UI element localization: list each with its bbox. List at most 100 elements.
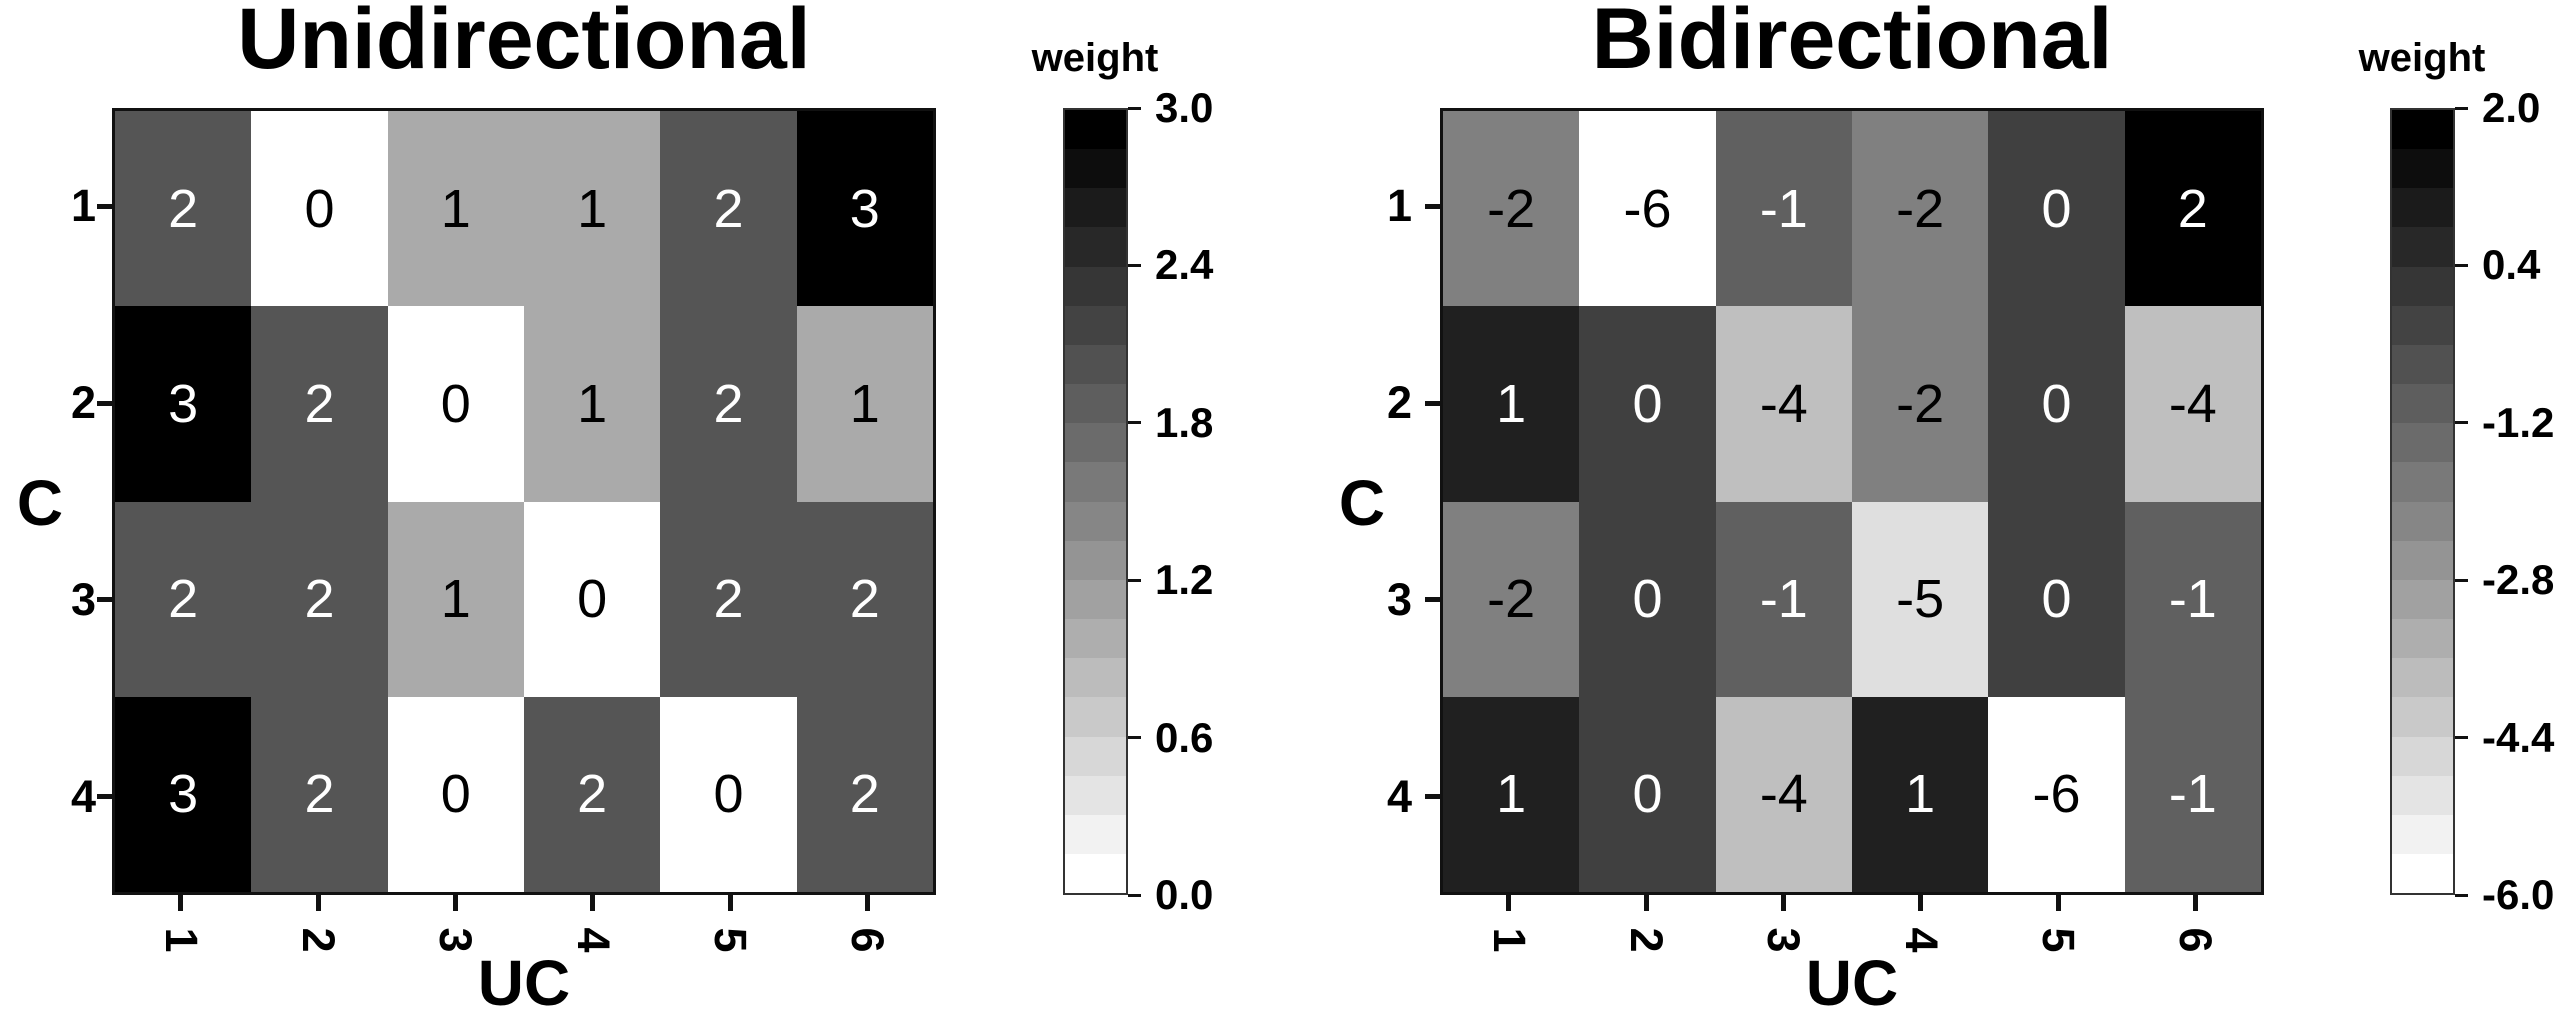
heatmap-cell: 2 <box>796 696 933 892</box>
colorbar-band <box>1065 658 1126 698</box>
y-axis-tick-label: 2 <box>70 377 96 429</box>
heatmap-cell: 1 <box>1443 306 1580 502</box>
y-axis-tick-label: 1 <box>1386 180 1412 232</box>
x-axis-label: UC <box>1805 947 1899 1019</box>
heatmap-cell: 2 <box>115 501 252 697</box>
colorbar-band <box>2392 149 2453 189</box>
colorbar-band <box>1065 266 1126 306</box>
heatmap-cell: -1 <box>2124 696 2261 892</box>
colorbar-band <box>1065 775 1126 815</box>
colorbar-band <box>1065 579 1126 620</box>
colorbar-band <box>1065 736 1126 776</box>
heatmap-cell: 1 <box>387 501 524 697</box>
heatmap-cell: 2 <box>660 111 797 307</box>
colorbar-band <box>1065 697 1126 737</box>
x-axis-label: UC <box>477 947 571 1019</box>
x-axis-tick-mark <box>2055 895 2061 911</box>
heatmap-cell: -4 <box>2124 306 2261 502</box>
colorbar-band <box>2392 501 2453 541</box>
colorbar-band <box>2392 697 2453 737</box>
y-axis-tick-mark <box>97 203 112 209</box>
colorbar-band <box>1065 540 1126 580</box>
heatmap-cell: 2 <box>660 306 797 502</box>
y-axis-tick-mark <box>1425 597 1440 603</box>
colorbar-tick-mark <box>2455 106 2468 110</box>
colorbar-title: weight <box>1031 36 1159 80</box>
x-axis-tick-label: 1 <box>1483 927 1535 953</box>
colorbar-band <box>2392 305 2453 345</box>
y-axis-label: C <box>16 467 64 539</box>
colorbar-tick-mark <box>1128 421 1141 425</box>
colorbar-band <box>1065 462 1126 502</box>
colorbar-tick-label: -4.4 <box>2482 713 2555 761</box>
heatmap-cell: -4 <box>1715 696 1852 892</box>
heatmap-cell: -2 <box>1851 111 1989 307</box>
heatmap-cell: 1 <box>523 306 661 502</box>
y-axis-tick-label: 2 <box>1386 377 1412 429</box>
colorbar-band <box>2392 775 2453 815</box>
x-axis-tick-label: 3 <box>1758 927 1810 953</box>
colorbar-tick-label: -6.0 <box>2482 871 2555 918</box>
heatmap-cell: -1 <box>1715 111 1852 307</box>
colorbar-gradient <box>2390 108 2455 895</box>
heatmap-cell: 1 <box>387 111 524 307</box>
colorbar-band <box>1065 110 1126 150</box>
heatmap-cell: 1 <box>523 111 661 307</box>
colorbar-tick-label: 1.8 <box>1155 398 1214 446</box>
heatmap-cell: 3 <box>115 696 252 892</box>
x-axis-tick-mark <box>1643 895 1649 911</box>
heatmap-cell: -6 <box>1579 111 1716 307</box>
colorbar-tick-label: -2.8 <box>2482 556 2555 604</box>
heatmap-cell: 1 <box>1851 696 1989 892</box>
colorbar-tick-mark <box>1128 578 1141 582</box>
panel-title: Unidirectional <box>237 0 811 87</box>
y-axis-tick-mark <box>97 794 112 800</box>
y-axis-tick-label: 4 <box>1386 770 1412 822</box>
colorbar-tick-label: 1.2 <box>1155 556 1214 604</box>
colorbar-band <box>2392 384 2453 424</box>
colorbar-band <box>2392 110 2453 150</box>
colorbar-tick-mark <box>1128 736 1141 740</box>
heatmap-cell: -2 <box>1851 306 1989 502</box>
heatmap-cell: 0 <box>660 696 797 892</box>
x-axis-tick-label: 4 <box>1895 927 1947 953</box>
y-axis-tick-mark <box>1425 794 1440 800</box>
heatmap-cell: 0 <box>1579 501 1716 697</box>
colorbar-band <box>2392 579 2453 620</box>
heatmap: -2 -6 -1 -2 0 2 1 0 -4 -2 0 -4 -2 0 -1 -5 0 -1 1 0 -4 1 -6 -1 <box>1440 108 2264 895</box>
heatmap-cell: 2 <box>796 501 933 697</box>
colorbar-band <box>2392 540 2453 580</box>
x-axis-tick-mark <box>590 895 596 911</box>
colorbar-band <box>1065 853 1126 894</box>
heatmap-cell: 0 <box>1988 501 2125 697</box>
x-axis-tick-label: 2 <box>1621 927 1672 953</box>
x-axis-tick-label: 6 <box>2170 927 2222 953</box>
colorbar-tick-label: 0.0 <box>1155 871 1214 918</box>
colorbar-tick-mark <box>1128 893 1141 897</box>
heatmap-cell: 2 <box>2124 111 2261 307</box>
x-axis-tick-label: 5 <box>2033 927 2084 953</box>
colorbar-band <box>1065 619 1126 659</box>
heatmap-cell: 2 <box>660 501 797 697</box>
heatmap-cell: 0 <box>1988 306 2125 502</box>
y-axis-tick-mark <box>97 597 112 603</box>
heatmap-cell: 2 <box>251 501 388 697</box>
heatmap-cell: -2 <box>1443 501 1580 697</box>
colorbar-tick-label: 3.0 <box>1155 84 1214 131</box>
heatmap-cell: 3 <box>115 306 252 502</box>
heatmap-cell: 1 <box>1443 696 1580 892</box>
colorbar-title: weight <box>2358 36 2486 80</box>
x-axis-tick-mark <box>1780 895 1786 911</box>
colorbar-band <box>1065 501 1126 541</box>
colorbar-band <box>2392 266 2453 306</box>
colorbar-band <box>2392 736 2453 776</box>
colorbar-tick-mark <box>2455 263 2468 267</box>
x-axis-tick-mark <box>2192 895 2198 911</box>
colorbar-tick-mark <box>2455 893 2468 897</box>
colorbar-tick-mark <box>1128 263 1141 267</box>
y-axis-tick-label: 3 <box>70 573 96 625</box>
heatmap-cell: 0 <box>387 306 524 502</box>
heatmap-cell: -1 <box>2124 501 2261 697</box>
